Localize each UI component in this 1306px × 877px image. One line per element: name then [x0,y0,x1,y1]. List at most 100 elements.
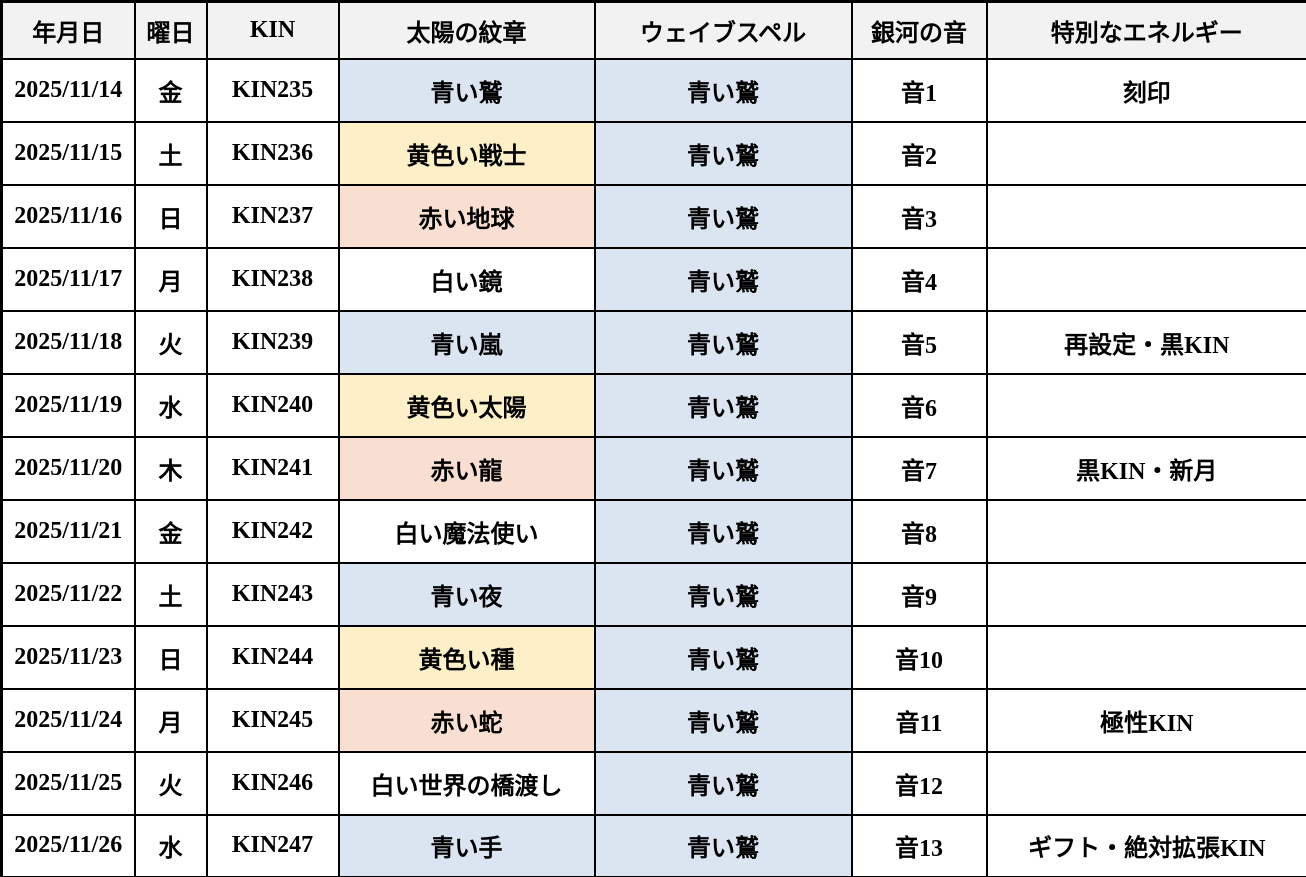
energy-cell [985,183,1306,249]
tone-cell: 音4 [850,246,988,312]
date-cell: 2025/11/14 [0,57,136,123]
tone-cell: 音5 [850,309,988,375]
tone-cell: 音13 [850,813,988,877]
wavespell-cell: 青い鷲 [593,57,853,123]
date-cell: 2025/11/18 [0,309,136,375]
table-row: 2025/11/23 日 KIN244 黄色い種 青い鷲 音10 [0,624,1306,690]
tone-cell: 音7 [850,435,988,501]
weekday-cell: 日 [133,183,208,249]
energy-cell [985,246,1306,312]
table-body: 2025/11/14 金 KIN235 青い鷲 青い鷲 音1 刻印 2025/11/15 土 KI… [0,57,1306,877]
date-cell: 2025/11/24 [0,687,136,753]
tone-cell: 音1 [850,57,988,123]
date-cell: 2025/11/25 [0,750,136,816]
seal-cell: 赤い蛇 [337,687,596,753]
tone-cell: 音9 [850,561,988,627]
date-cell: 2025/11/22 [0,561,136,627]
wavespell-cell: 青い鷲 [593,435,853,501]
column-header-kin: KIN [205,0,340,60]
tone-cell: 音10 [850,624,988,690]
kin-cell: KIN237 [205,183,340,249]
kin-cell: KIN243 [205,561,340,627]
tone-cell: 音11 [850,687,988,753]
date-cell: 2025/11/21 [0,498,136,564]
tone-cell: 音6 [850,372,988,438]
tone-cell: 音12 [850,750,988,816]
kin-cell: KIN239 [205,309,340,375]
energy-cell: 極性KIN [985,687,1306,753]
tone-cell: 音2 [850,120,988,186]
kin-cell: KIN247 [205,813,340,877]
tone-cell: 音3 [850,183,988,249]
kin-cell: KIN235 [205,57,340,123]
table-row: 2025/11/22 土 KIN243 青い夜 青い鷲 音9 [0,561,1306,627]
date-cell: 2025/11/26 [0,813,136,877]
wavespell-cell: 青い鷲 [593,561,853,627]
energy-cell: 黒KIN・新月 [985,435,1306,501]
seal-cell: 白い鏡 [337,246,596,312]
energy-cell: 再設定・黒KIN [985,309,1306,375]
seal-cell: 青い鷲 [337,57,596,123]
table-row: 2025/11/15 土 KIN236 黄色い戦士 青い鷲 音2 [0,120,1306,186]
weekday-cell: 火 [133,750,208,816]
table-row: 2025/11/17 月 KIN238 白い鏡 青い鷲 音4 [0,246,1306,312]
wavespell-cell: 青い鷲 [593,246,853,312]
weekday-cell: 火 [133,309,208,375]
weekday-cell: 月 [133,687,208,753]
energy-cell [985,498,1306,564]
weekday-cell: 土 [133,120,208,186]
weekday-cell: 月 [133,246,208,312]
table-row: 2025/11/14 金 KIN235 青い鷲 青い鷲 音1 刻印 [0,57,1306,123]
wavespell-cell: 青い鷲 [593,120,853,186]
seal-cell: 白い魔法使い [337,498,596,564]
table-header-row: 年月日 曜日 KIN 太陽の紋章 ウェイブスペル 銀河の音 特別なエネルギー [0,0,1306,60]
table-row: 2025/11/21 金 KIN242 白い魔法使い 青い鷲 音8 [0,498,1306,564]
tone-cell: 音8 [850,498,988,564]
date-cell: 2025/11/16 [0,183,136,249]
kin-cell: KIN236 [205,120,340,186]
table-row: 2025/11/18 火 KIN239 青い嵐 青い鷲 音5 再設定・黒KIN [0,309,1306,375]
wavespell-cell: 青い鷲 [593,498,853,564]
seal-cell: 白い世界の橋渡し [337,750,596,816]
seal-cell: 黄色い種 [337,624,596,690]
energy-cell: ギフト・絶対拡張KIN [985,813,1306,877]
kin-cell: KIN244 [205,624,340,690]
kin-cell: KIN242 [205,498,340,564]
weekday-cell: 木 [133,435,208,501]
column-header-weekday: 曜日 [133,0,208,60]
kin-cell: KIN245 [205,687,340,753]
seal-cell: 黄色い太陽 [337,372,596,438]
weekday-cell: 金 [133,498,208,564]
wavespell-cell: 青い鷲 [593,372,853,438]
wavespell-cell: 青い鷲 [593,183,853,249]
weekday-cell: 日 [133,624,208,690]
table-row: 2025/11/16 日 KIN237 赤い地球 青い鷲 音3 [0,183,1306,249]
column-header-seal: 太陽の紋章 [337,0,596,60]
table-row: 2025/11/24 月 KIN245 赤い蛇 青い鷲 音11 極性KIN [0,687,1306,753]
energy-cell [985,561,1306,627]
table-row: 2025/11/19 水 KIN240 黄色い太陽 青い鷲 音6 [0,372,1306,438]
column-header-wavespell: ウェイブスペル [593,0,853,60]
wavespell-cell: 青い鷲 [593,309,853,375]
column-header-date: 年月日 [0,0,136,60]
energy-cell: 刻印 [985,57,1306,123]
column-header-tone: 銀河の音 [850,0,988,60]
energy-cell [985,750,1306,816]
wavespell-cell: 青い鷲 [593,687,853,753]
column-header-energy: 特別なエネルギー [985,0,1306,60]
kin-cell: KIN246 [205,750,340,816]
date-cell: 2025/11/17 [0,246,136,312]
weekday-cell: 金 [133,57,208,123]
date-cell: 2025/11/20 [0,435,136,501]
date-cell: 2025/11/23 [0,624,136,690]
energy-cell [985,120,1306,186]
seal-cell: 黄色い戦士 [337,120,596,186]
seal-cell: 青い夜 [337,561,596,627]
kin-cell: KIN241 [205,435,340,501]
date-cell: 2025/11/15 [0,120,136,186]
weekday-cell: 水 [133,372,208,438]
weekday-cell: 土 [133,561,208,627]
kin-cell: KIN238 [205,246,340,312]
